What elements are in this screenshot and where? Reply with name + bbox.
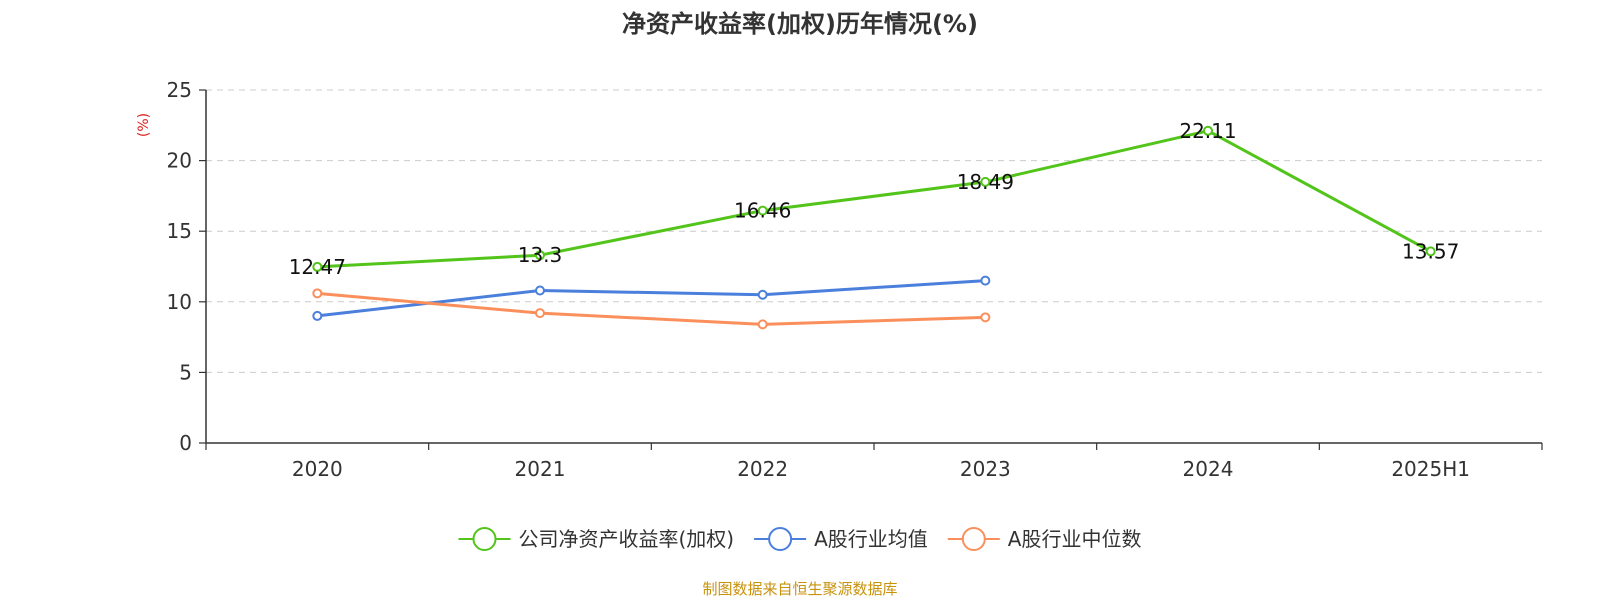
data-point[interactable] <box>980 176 991 187</box>
legend-marker <box>961 527 986 551</box>
data-point[interactable] <box>757 289 768 300</box>
legend-label: A股行业中位数 <box>1008 527 1142 551</box>
data-label: 13.3 <box>518 243 563 267</box>
x-tick-label: 2023 <box>960 457 1011 481</box>
y-tick-label: 20 <box>167 149 192 173</box>
data-point[interactable] <box>1203 125 1213 136</box>
data-point[interactable] <box>757 205 768 216</box>
legend-marker <box>472 527 497 551</box>
axes: 0 5 10 15 20 25 2020 2021 2022 2023 2024 2025H1 <box>167 78 1543 481</box>
legend-item-2[interactable]: A股行业中位数 <box>947 527 1142 551</box>
y-tick-label: 0 <box>179 431 192 455</box>
series-1 <box>312 275 991 321</box>
legend: 公司净资产收益率(加权) A股行业均值 A股行业中位数 <box>458 527 1142 551</box>
legend-label: 公司净资产收益率(加权) <box>519 527 735 551</box>
source-note: 制图数据来自恒生聚源数据库 <box>702 580 897 598</box>
data-point[interactable] <box>980 312 991 323</box>
legend-item-1[interactable]: A股行业均值 <box>754 527 928 551</box>
y-tick-label: 15 <box>167 219 192 243</box>
data-labels: 12.47 13.3 16.46 18.49 22.11 13.57 <box>289 119 1460 279</box>
series-lines <box>312 125 1436 330</box>
series-line <box>317 129 1432 269</box>
data-label: 12.47 <box>289 255 346 279</box>
x-tick-label: 2025H1 <box>1391 457 1470 481</box>
x-tick-label: 2021 <box>515 457 566 481</box>
y-tick-label: 5 <box>179 360 192 384</box>
y-tick-label: 10 <box>167 290 192 314</box>
data-point[interactable] <box>312 261 323 272</box>
data-label: 16.46 <box>734 199 791 223</box>
y-tick-label: 25 <box>167 78 192 102</box>
grid-lines <box>206 89 1542 373</box>
data-point[interactable] <box>980 275 991 286</box>
data-label: 18.49 <box>957 170 1014 194</box>
x-tick-label: 2020 <box>292 457 343 481</box>
data-point[interactable] <box>312 288 323 299</box>
series-line <box>317 279 986 318</box>
legend-label: A股行业均值 <box>814 527 928 551</box>
chart-title: 净资产收益率(加权)历年情况(%) <box>622 10 978 38</box>
legend-item-0[interactable]: 公司净资产收益率(加权) <box>458 527 735 551</box>
data-label: 22.11 <box>1179 119 1236 143</box>
legend-marker <box>768 527 793 551</box>
data-point[interactable] <box>757 319 768 330</box>
x-tick-label: 2024 <box>1183 457 1234 481</box>
y-axis-label: (%) <box>136 113 152 137</box>
x-tick-label: 2022 <box>737 457 788 481</box>
data-label: 13.57 <box>1402 239 1459 263</box>
data-point[interactable] <box>535 308 545 319</box>
data-point[interactable] <box>1425 246 1436 257</box>
series-0 <box>312 125 1436 272</box>
data-point[interactable] <box>312 310 323 321</box>
data-point[interactable] <box>535 250 545 261</box>
series-2 <box>312 288 991 330</box>
series-line <box>317 291 986 326</box>
data-point[interactable] <box>535 285 545 296</box>
